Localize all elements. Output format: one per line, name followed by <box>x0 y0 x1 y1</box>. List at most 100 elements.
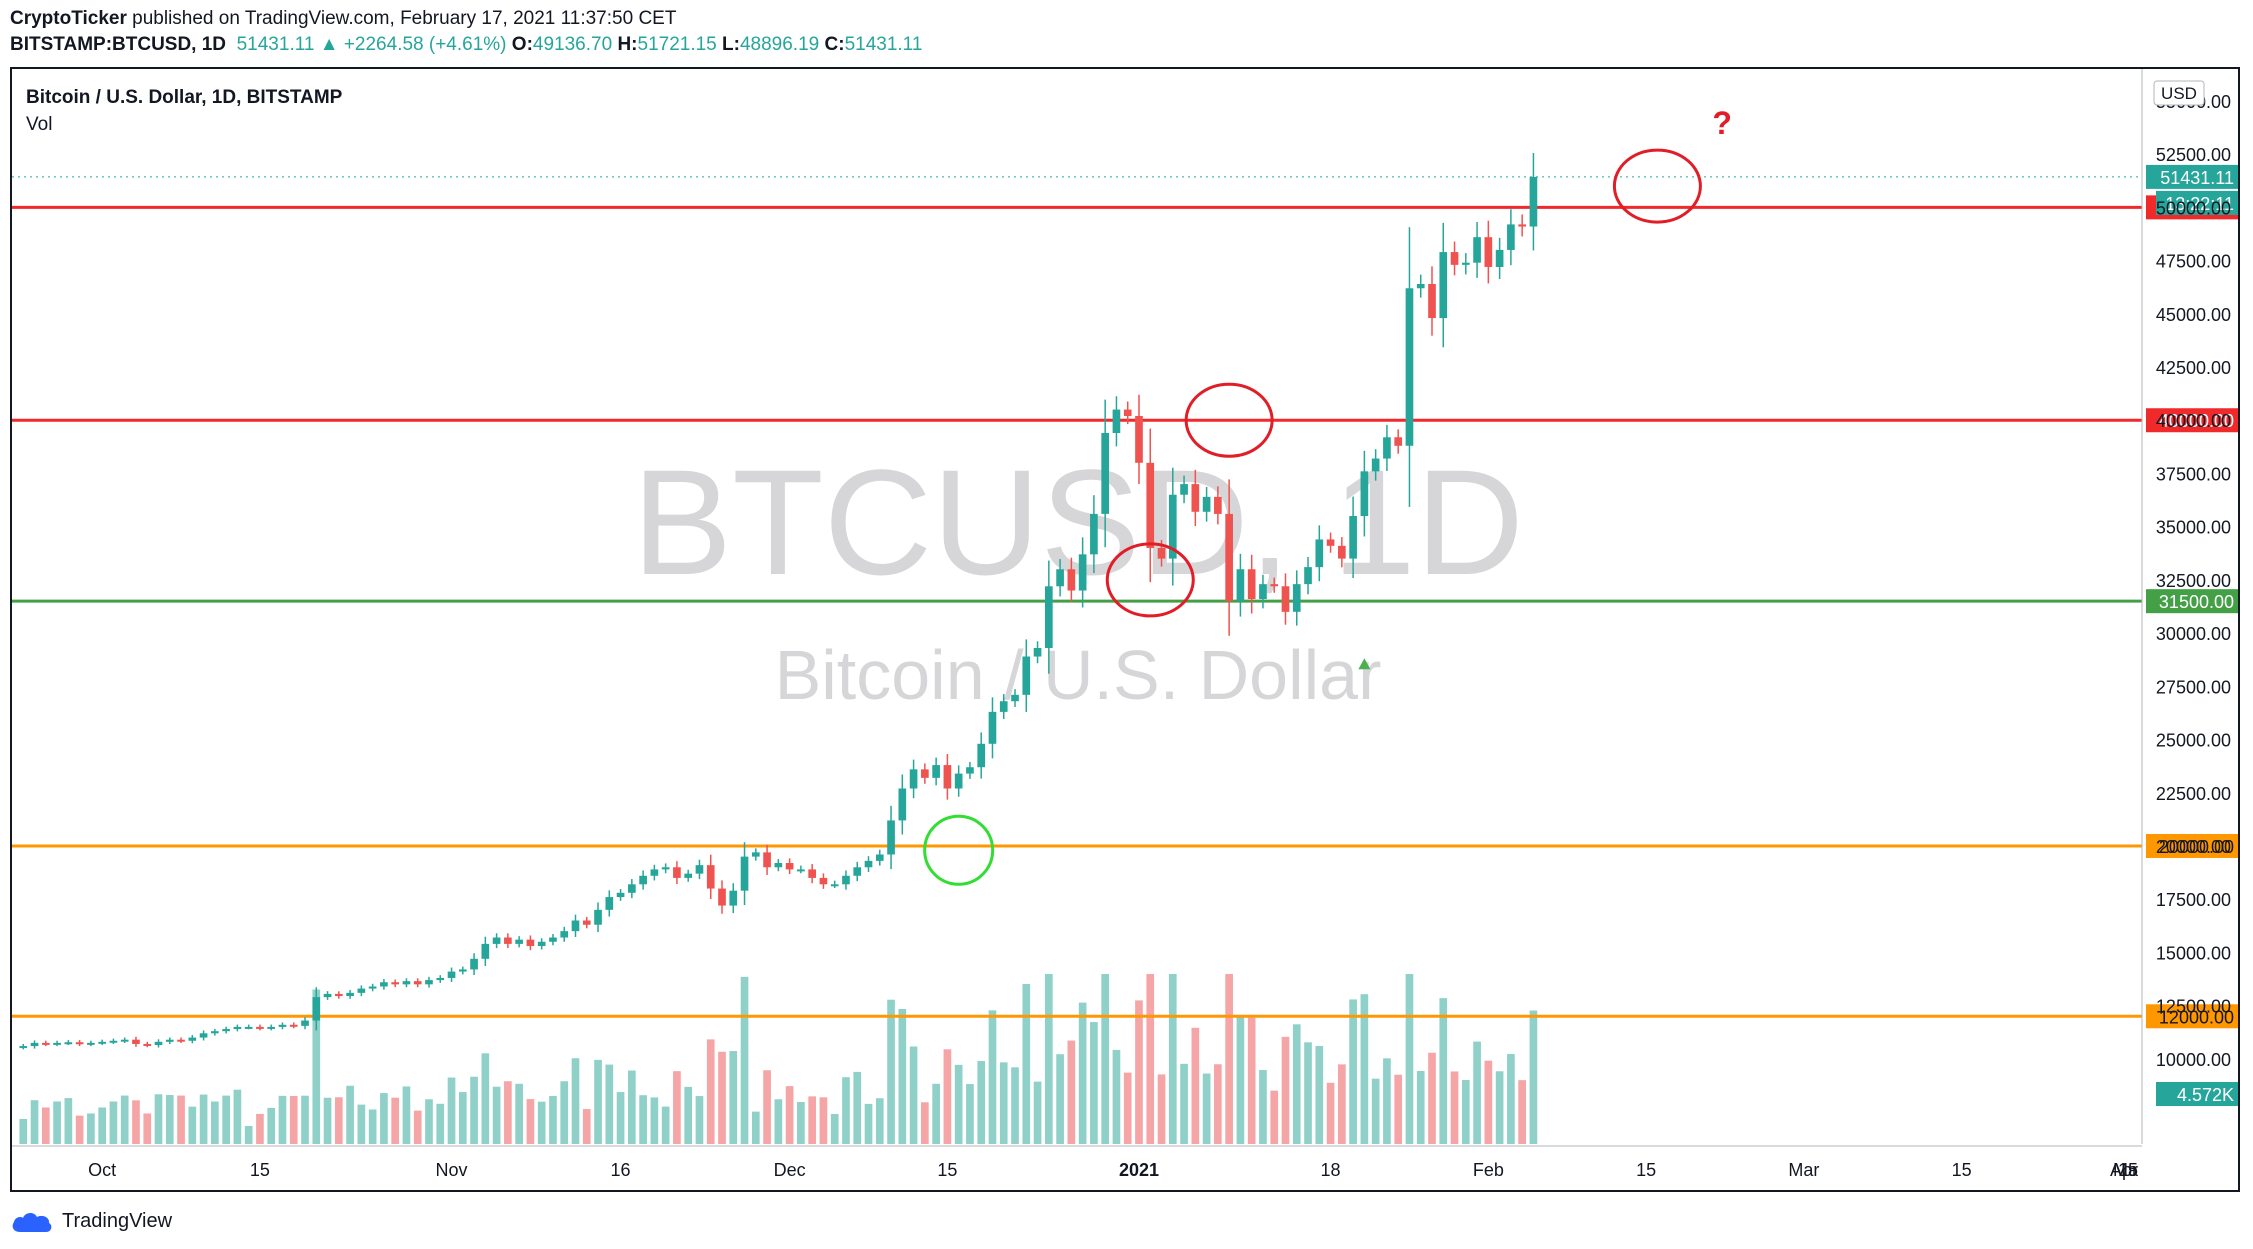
candle-body <box>1112 409 1121 434</box>
volume-bar <box>53 1101 61 1144</box>
volume-bar <box>98 1107 106 1144</box>
volume-bar <box>199 1094 208 1144</box>
price-axis[interactable]: 10000.00 12500.00 15000.00 17500.00 20000.00… <box>2141 69 2231 1144</box>
time-tick-label: Dec <box>774 1160 806 1180</box>
volume-legend: Vol <box>26 114 52 135</box>
time-tick-label: 16 <box>611 1160 631 1180</box>
candle-body <box>425 980 433 985</box>
chart-frame <box>10 67 2240 1192</box>
level-label-bg <box>2146 1004 2238 1029</box>
candle-body <box>515 939 523 944</box>
candle-body <box>53 1042 61 1045</box>
candle-body <box>1484 237 1493 267</box>
volume-bar <box>357 1104 366 1144</box>
candle-body <box>380 982 388 987</box>
change-value: +2264.58 (+4.61%) <box>343 34 507 55</box>
candle-body <box>1168 494 1177 559</box>
candle-body <box>628 884 636 893</box>
volume-bar <box>143 1113 152 1144</box>
candle-body <box>797 869 805 872</box>
volume-bar <box>1011 1067 1019 1144</box>
candle-body <box>1428 284 1436 319</box>
volume-bar <box>1202 1073 1211 1144</box>
candle-body <box>1270 584 1279 587</box>
candle-body <box>312 997 321 1021</box>
candle-body <box>1349 516 1357 559</box>
volume-bar <box>1022 984 1031 1144</box>
candle-body <box>1214 496 1222 514</box>
volume-bar <box>368 1109 377 1144</box>
volume-bar <box>1112 1049 1121 1144</box>
candle-body <box>1507 224 1515 250</box>
volume-bar <box>481 1053 490 1144</box>
volume-bar <box>988 1010 997 1144</box>
volume-bar <box>1078 1002 1087 1144</box>
price-tick-label: 27500.00 <box>2156 677 2231 697</box>
change-arrow: ▲ <box>319 34 339 55</box>
candle-body <box>165 1039 174 1042</box>
candle-body <box>402 981 411 985</box>
volume-bar <box>684 1086 693 1144</box>
volume-bar <box>267 1107 276 1144</box>
level-label-bg <box>2146 833 2238 858</box>
candle-body <box>1529 176 1538 227</box>
volume-bar <box>1056 1054 1064 1144</box>
chart-legend: Bitcoin / U.S. Dollar, 1D, BITSTAMP Vol <box>26 87 343 135</box>
candle-body <box>447 971 456 978</box>
volume-bar <box>594 1059 602 1144</box>
price-tick-label: 35000.00 <box>2156 518 2231 538</box>
volume-bar <box>909 1046 918 1144</box>
candle-body <box>1225 513 1233 602</box>
volume-bar <box>109 1101 118 1144</box>
volume-bar <box>1315 1046 1324 1144</box>
ohlc-bar: BITSTAMP:BTCUSD, 1D 51431.11 ▲ +2264.58 … <box>10 34 922 56</box>
close-value: 51431.11 <box>844 34 923 55</box>
candle-body <box>774 863 783 868</box>
candle-body <box>1338 545 1346 559</box>
volume-bar <box>875 1098 884 1144</box>
candle-body <box>605 897 614 910</box>
candle-body <box>954 773 963 789</box>
volume-bar <box>774 1099 783 1144</box>
volume-bar <box>1326 1082 1335 1144</box>
candle-body <box>943 765 952 789</box>
candle-body <box>64 1042 73 1045</box>
volume-bar <box>639 1095 647 1144</box>
volume-bar <box>188 1106 197 1144</box>
publish-info: CryptoTicker published on TradingView.co… <box>10 8 676 30</box>
horizontal-levels[interactable]: 50000.00 40000.00 31500.00 20000.00 12000.00… <box>12 164 2238 1106</box>
time-tick-label: 15 <box>2118 1160 2138 1180</box>
time-tick-label: Feb <box>1473 1160 1504 1180</box>
volume-bar <box>323 1097 332 1144</box>
volume-bar <box>616 1092 625 1144</box>
volume-bar <box>222 1095 230 1144</box>
candle-body <box>504 937 512 944</box>
volume-bar <box>447 1077 456 1144</box>
volume-bar <box>301 1095 309 1144</box>
volume-bars <box>19 974 1538 1144</box>
volume-bar <box>1123 1072 1132 1144</box>
price-tick-label: 40000.00 <box>2156 411 2231 431</box>
volume-bar <box>582 1109 591 1144</box>
volume-bar <box>1338 1064 1346 1144</box>
volume-last-bg <box>2156 1082 2238 1106</box>
volume-bar <box>819 1097 828 1144</box>
close-label: C: <box>824 34 845 55</box>
candle-body <box>1044 586 1053 649</box>
candle-body <box>695 865 704 874</box>
candle-body <box>41 1042 50 1045</box>
candle-body <box>560 931 569 938</box>
volume-bar <box>853 1071 862 1144</box>
candle-body <box>751 852 760 857</box>
candle-body <box>120 1039 129 1042</box>
volume-bar <box>864 1103 873 1144</box>
footer-brand[interactable]: TradingView <box>10 1208 172 1234</box>
price-tick-label: 17500.00 <box>2156 890 2231 910</box>
volume-bar <box>1101 974 1110 1144</box>
price-chart[interactable]: BTCUSD, 1D Bitcoin / U.S. Dollar 50000.00… <box>12 69 2238 1190</box>
candle-body <box>413 981 422 985</box>
volume-bar <box>1168 974 1177 1144</box>
volume-bar <box>830 1114 839 1144</box>
volume-bar <box>1270 1090 1279 1144</box>
